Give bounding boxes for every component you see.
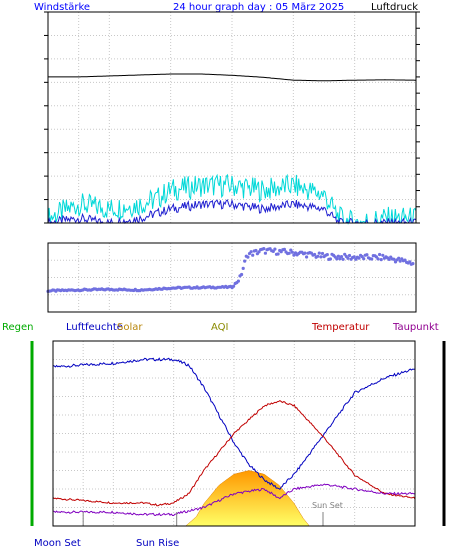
direction-point bbox=[403, 258, 407, 262]
direction-point bbox=[236, 279, 240, 283]
direction-point bbox=[365, 253, 369, 257]
direction-point bbox=[246, 255, 250, 259]
direction-point bbox=[287, 251, 291, 255]
direction-point bbox=[335, 257, 339, 261]
direction-point bbox=[243, 259, 247, 263]
direction-point bbox=[290, 250, 294, 254]
direction-point bbox=[352, 255, 356, 259]
legend-rain: Regen bbox=[2, 322, 34, 333]
direction-point bbox=[346, 256, 350, 260]
direction-point bbox=[392, 257, 396, 261]
direction-point bbox=[411, 262, 415, 266]
climate-frame bbox=[52, 340, 416, 527]
direction-point bbox=[338, 257, 342, 261]
direction-point bbox=[313, 252, 317, 257]
direction-point bbox=[376, 257, 380, 261]
legend-solar: Solar bbox=[117, 322, 143, 333]
direction-point bbox=[232, 284, 236, 288]
pressure-axis bbox=[416, 11, 420, 224]
legend-humidity: Luftfeuchte bbox=[66, 322, 123, 333]
direction-point bbox=[341, 257, 345, 261]
legend-dewpoint: Taupunkt bbox=[392, 322, 439, 333]
chart-title: 24 hour graph day : 05 März 2025 bbox=[173, 2, 344, 13]
wind-label: Windstärke bbox=[34, 2, 90, 13]
direction-point bbox=[254, 248, 258, 253]
direction-point bbox=[257, 250, 261, 254]
direction-frame bbox=[47, 242, 417, 313]
direction-point bbox=[319, 255, 323, 259]
direction-point bbox=[398, 259, 402, 263]
direction-point bbox=[408, 260, 412, 264]
direction-point bbox=[263, 251, 267, 255]
direction-point bbox=[305, 255, 309, 259]
direction-point bbox=[316, 254, 320, 258]
climate-series bbox=[52, 357, 416, 527]
direction-point bbox=[273, 247, 277, 251]
direction-point bbox=[262, 247, 266, 251]
direction-point bbox=[320, 251, 325, 256]
sun-rise-label: Sun Rise bbox=[136, 538, 179, 549]
direction-point bbox=[370, 257, 374, 261]
pressure-label: Luftdruck bbox=[371, 2, 418, 13]
direction-point bbox=[336, 254, 340, 258]
direction-point bbox=[357, 256, 361, 260]
temperature-line bbox=[52, 399, 416, 507]
direction-point bbox=[251, 253, 255, 257]
direction-point bbox=[378, 252, 382, 257]
direction-point bbox=[241, 266, 245, 270]
direction-point bbox=[271, 249, 275, 253]
wind-axis bbox=[44, 11, 48, 224]
direction-point bbox=[282, 247, 286, 251]
solar-area bbox=[185, 470, 310, 527]
legend-aqi: AQI bbox=[211, 322, 229, 333]
direction-point bbox=[387, 257, 391, 261]
legend-temperature: Temperatur bbox=[311, 322, 370, 333]
direction-point bbox=[381, 253, 385, 257]
direction-point bbox=[347, 253, 352, 258]
dewpoint-line bbox=[52, 483, 416, 517]
direction-point bbox=[362, 257, 366, 261]
direction-point bbox=[249, 250, 253, 254]
direction-point bbox=[317, 251, 321, 255]
direction-point bbox=[397, 256, 401, 260]
direction-point bbox=[328, 257, 332, 261]
direction-point bbox=[379, 258, 383, 262]
direction-point bbox=[325, 253, 329, 257]
direction-point bbox=[303, 251, 307, 255]
direction-series bbox=[46, 247, 415, 293]
moon-set-label: Moon Set bbox=[34, 538, 81, 549]
sun-set-label: Sun Set bbox=[312, 501, 343, 510]
humidity-line bbox=[52, 357, 416, 491]
pressure-line bbox=[48, 73, 416, 82]
direction-point bbox=[339, 255, 344, 259]
direction-point bbox=[292, 253, 296, 257]
direction-point bbox=[240, 272, 244, 277]
wind-pressure-frame bbox=[47, 11, 417, 224]
direction-point bbox=[276, 252, 280, 256]
